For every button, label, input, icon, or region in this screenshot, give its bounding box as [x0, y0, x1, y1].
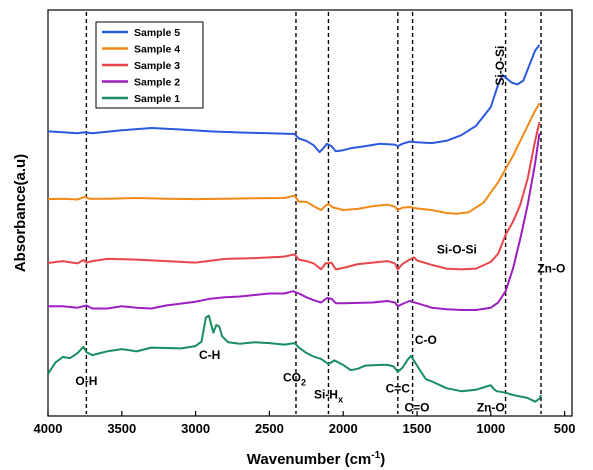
reference-lines: [85, 12, 542, 414]
series-line: [47, 314, 542, 403]
x-tick-label: 4000: [34, 421, 63, 436]
legend: Sample 5 Sample 4 Sample 3 Sample 2 Sample 1: [95, 21, 204, 109]
legend-label: Sample 4: [134, 44, 180, 56]
series-line: [47, 44, 541, 154]
x-tick-label: 1500: [403, 421, 432, 436]
legend-label: Sample 2: [134, 77, 180, 89]
peak-annotation: C-O: [415, 333, 437, 347]
x-axis-title: Wavenumber (cm-1): [247, 450, 385, 468]
plot-frame: [47, 9, 573, 417]
peak-annotation: C=O: [405, 401, 430, 415]
series-line: [47, 102, 541, 215]
x-tick-label: 1000: [476, 421, 505, 436]
peak-annotation: O-H: [75, 374, 97, 388]
series-line: [48, 133, 541, 311]
x-tick-label: 500: [554, 421, 576, 436]
x-tick-label: 2500: [255, 421, 284, 436]
y-axis-title: Absorbance(a.u): [12, 154, 29, 272]
peak-annotation: CO2: [283, 370, 306, 387]
legend-label: Sample 1: [134, 93, 180, 105]
peak-annotation: C-H: [199, 348, 220, 362]
peak-annotation: Si-O-Si: [493, 46, 507, 86]
legend-label: Sample 3: [134, 60, 180, 72]
peak-annotation: Si-O-Si: [437, 243, 477, 257]
peak-annotation: Si-Hx: [314, 387, 343, 404]
peak-annotation: C=C: [386, 382, 411, 396]
peak-annotation: Zn-O: [477, 401, 505, 415]
x-axis-ticks: 4000 3500 3000 2500 2000 1500 1000 500: [34, 411, 576, 436]
series-layer: [47, 44, 542, 403]
x-tick-label: 3500: [107, 421, 136, 436]
series-line: [47, 121, 541, 271]
peak-annotation: Zn-O: [537, 261, 565, 275]
x-tick-label: 3000: [181, 421, 210, 436]
x-tick-label: 2000: [329, 421, 358, 436]
legend-label: Sample 5: [134, 27, 180, 39]
peak-annotations: O-H C-H CO2 Si-Hx C=C C=O C-O Zn-O Si-O-Si Zn-O Si…: [75, 46, 565, 415]
